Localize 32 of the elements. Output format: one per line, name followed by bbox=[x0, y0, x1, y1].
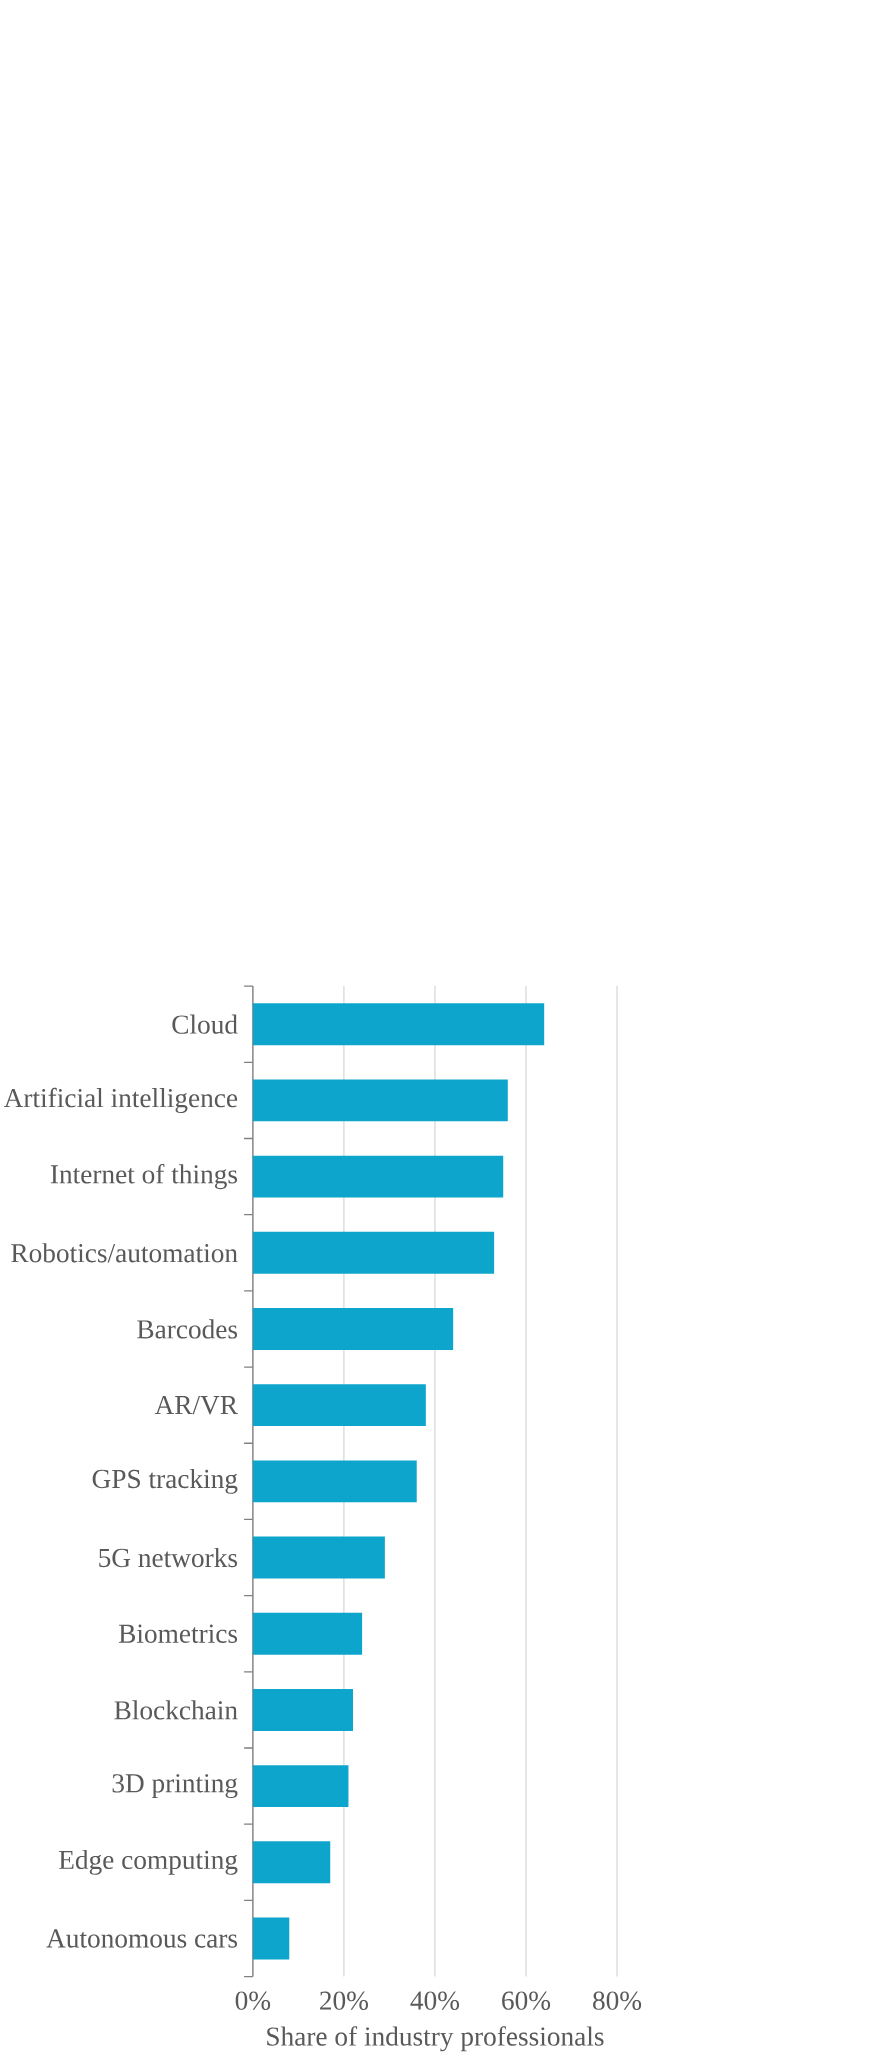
x-tick-label: 40% bbox=[410, 1991, 459, 2010]
x-tick-label: 20% bbox=[320, 1991, 368, 2010]
bar bbox=[252, 1003, 545, 1046]
x-tick-label: 60% bbox=[502, 1991, 551, 2010]
x-tick-label: 0% bbox=[235, 1991, 271, 2010]
y-tick-label: AR/VR bbox=[154, 1395, 238, 1415]
y-tick-label: Robotics/automation bbox=[11, 1243, 238, 1263]
y-tick-label: Cloud bbox=[172, 1014, 238, 1034]
y-tick-label: Barcodes bbox=[137, 1319, 238, 1339]
bar bbox=[252, 1536, 385, 1579]
x-axis-title: Share of industry professionals bbox=[267, 2026, 604, 2052]
y-tick-label: Autonomous cars bbox=[46, 1929, 237, 1948]
bar bbox=[252, 1155, 504, 1198]
y-tick-label: Biometrics bbox=[118, 1624, 238, 1643]
y-tick-label: Artificial intelligence bbox=[3, 1087, 238, 1113]
y-tick-label: 5G networks bbox=[99, 1547, 237, 1568]
bar bbox=[252, 1460, 417, 1503]
bar bbox=[252, 1612, 363, 1655]
x-tick-label: 80% bbox=[592, 1991, 642, 2010]
y-tick-label: Edge computing bbox=[58, 1849, 238, 1875]
bar bbox=[252, 1079, 508, 1122]
bar bbox=[252, 1841, 331, 1884]
y-tick-label: Blockchain bbox=[114, 1700, 238, 1720]
bar bbox=[252, 1231, 495, 1274]
y-tick-label: Internet of things bbox=[50, 1164, 237, 1190]
y-tick-label: GPS tracking bbox=[92, 1468, 238, 1494]
bar bbox=[252, 1917, 290, 1960]
bar bbox=[252, 1308, 454, 1350]
bar bbox=[252, 1384, 426, 1427]
y-tick-label: 3D printing bbox=[112, 1774, 238, 1799]
bar bbox=[252, 1688, 353, 1731]
bar bbox=[252, 1765, 349, 1808]
